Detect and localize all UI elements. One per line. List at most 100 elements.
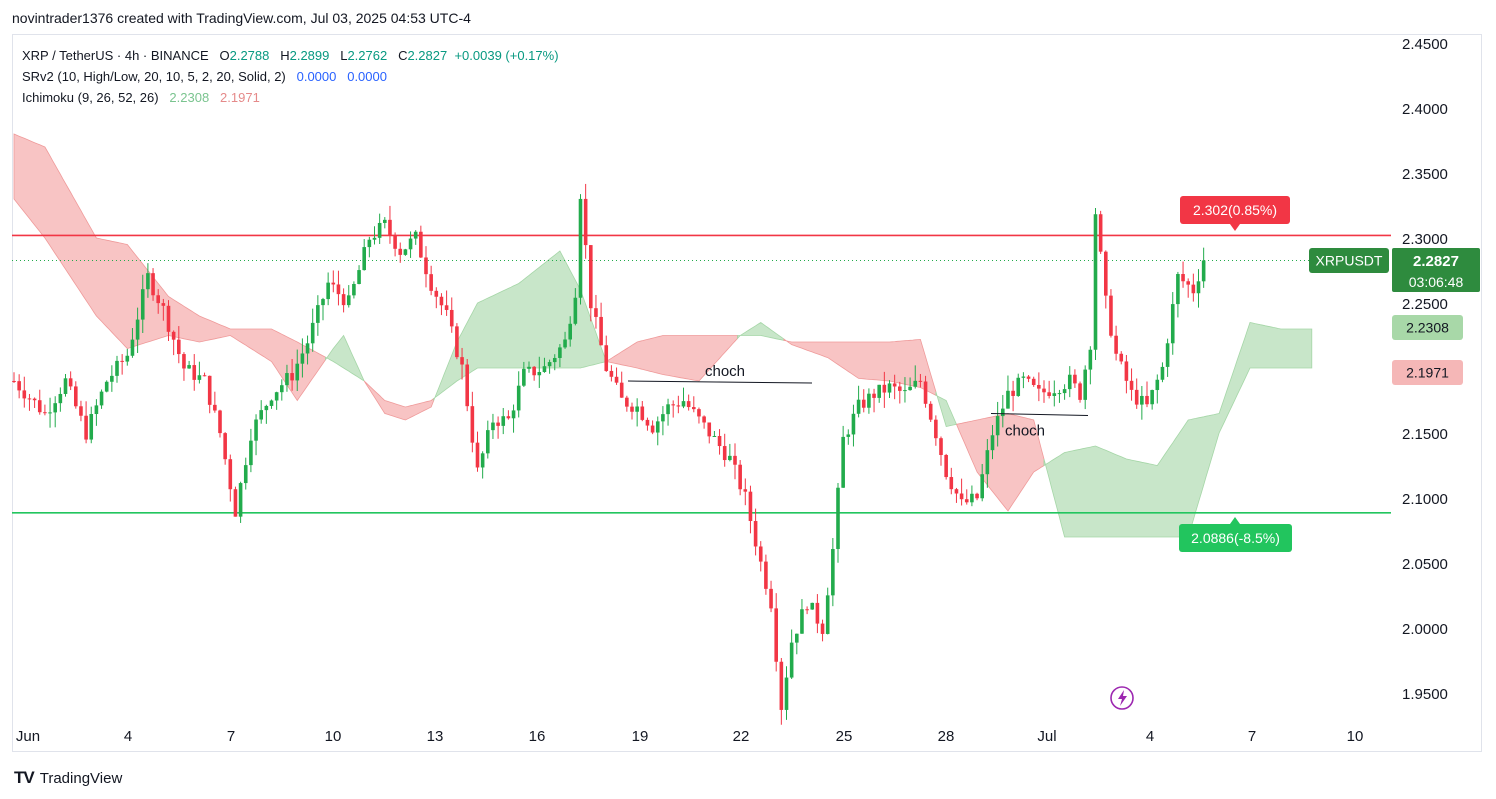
candle-body[interactable]	[115, 360, 119, 376]
candle-body[interactable]	[578, 198, 583, 298]
candle-body[interactable]	[254, 419, 258, 441]
candle-body[interactable]	[321, 299, 325, 306]
candle-body[interactable]	[74, 386, 78, 407]
candle-body[interactable]	[1031, 378, 1036, 385]
candle-body[interactable]	[290, 373, 294, 381]
candle-body[interactable]	[388, 219, 392, 235]
candle-body[interactable]	[223, 433, 227, 460]
candle-body[interactable]	[903, 390, 907, 392]
candle-body[interactable]	[815, 602, 820, 624]
candle-body[interactable]	[655, 421, 660, 433]
candle-body[interactable]	[527, 366, 531, 369]
candle-body[interactable]	[156, 295, 160, 304]
candle-body[interactable]	[89, 414, 94, 440]
candle-body[interactable]	[357, 270, 361, 284]
candle-body[interactable]	[934, 419, 938, 439]
candle-body[interactable]	[908, 386, 912, 391]
candle-body[interactable]	[928, 403, 933, 420]
candle-body[interactable]	[774, 608, 778, 662]
candle-body[interactable]	[1026, 376, 1031, 379]
candle-body[interactable]	[58, 393, 63, 404]
candle-body[interactable]	[589, 245, 593, 309]
candle-body[interactable]	[166, 305, 171, 332]
candle-body[interactable]	[676, 405, 681, 407]
candle-body[interactable]	[1088, 349, 1093, 370]
candle-body[interactable]	[310, 322, 315, 344]
candle-body[interactable]	[779, 661, 784, 710]
candle-body[interactable]	[506, 416, 511, 419]
candle-body[interactable]	[419, 231, 423, 258]
candle-body[interactable]	[43, 412, 47, 414]
tradingview-footer[interactable]: TV TradingView	[14, 768, 122, 788]
candle-body[interactable]	[789, 642, 794, 678]
candle-body[interactable]	[918, 380, 923, 382]
candle-body[interactable]	[1134, 389, 1139, 405]
candle-body[interactable]	[104, 381, 109, 392]
candle-body[interactable]	[37, 400, 42, 413]
candle-body[interactable]	[1042, 388, 1046, 393]
candle-body[interactable]	[944, 454, 948, 478]
candle-body[interactable]	[1140, 395, 1144, 405]
candle-body[interactable]	[516, 385, 521, 411]
candle-body[interactable]	[558, 347, 562, 358]
candle-body[interactable]	[259, 410, 263, 420]
candle-body[interactable]	[218, 410, 222, 434]
srv2-legend-row[interactable]: SRv2 (10, High/Low, 20, 10, 5, 2, 20, So…	[22, 66, 559, 87]
candle-body[interactable]	[207, 375, 212, 405]
candle-body[interactable]	[1165, 343, 1170, 367]
candle-body[interactable]	[377, 222, 382, 238]
candle-body[interactable]	[831, 549, 835, 596]
candle-body[interactable]	[959, 493, 964, 500]
candle-body[interactable]	[1104, 251, 1108, 296]
candle-body[interactable]	[1083, 369, 1087, 400]
candle-body[interactable]	[424, 257, 428, 275]
candle-body[interactable]	[470, 406, 475, 443]
candle-body[interactable]	[135, 319, 140, 340]
candle-body[interactable]	[898, 386, 902, 391]
candle-body[interactable]	[249, 440, 253, 466]
candle-body[interactable]	[717, 435, 722, 447]
ichimoku-legend-row[interactable]: Ichimoku (9, 26, 52, 26) 2.2308 2.1971	[22, 87, 559, 108]
candle-body[interactable]	[480, 453, 485, 468]
candle-body[interactable]	[640, 406, 645, 420]
candle-body[interactable]	[990, 435, 995, 451]
candle-body[interactable]	[53, 403, 57, 413]
candle-body[interactable]	[63, 378, 68, 394]
candle-body[interactable]	[233, 489, 238, 517]
candle-body[interactable]	[341, 294, 346, 306]
candle-body[interactable]	[985, 450, 990, 475]
candle-body[interactable]	[1016, 377, 1021, 396]
candle-body[interactable]	[887, 383, 892, 393]
candle-body[interactable]	[475, 442, 480, 468]
candle-body[interactable]	[1006, 390, 1010, 409]
candle-body[interactable]	[1155, 379, 1160, 391]
candle-body[interactable]	[609, 370, 614, 377]
candle-body[interactable]	[1067, 374, 1072, 390]
candle-body[interactable]	[182, 354, 186, 369]
candle-body[interactable]	[1129, 380, 1134, 390]
candle-body[interactable]	[326, 282, 330, 300]
candle-body[interactable]	[413, 231, 418, 239]
candle-body[interactable]	[537, 372, 542, 376]
candle-body[interactable]	[1037, 384, 1041, 389]
candle-body[interactable]	[140, 289, 145, 320]
candle-body[interactable]	[511, 410, 516, 419]
candle-body[interactable]	[650, 425, 655, 433]
candle-body[interactable]	[367, 239, 372, 248]
candle-body[interactable]	[913, 380, 918, 387]
candle-body[interactable]	[1011, 390, 1015, 396]
candle-body[interactable]	[712, 435, 717, 437]
lightning-icon[interactable]	[1110, 686, 1134, 710]
candle-body[interactable]	[625, 397, 629, 407]
candle-body[interactable]	[851, 413, 856, 435]
candle-body[interactable]	[975, 493, 979, 499]
candle-body[interactable]	[836, 487, 840, 550]
candle-body[interactable]	[697, 409, 701, 417]
candle-body[interactable]	[1052, 393, 1057, 396]
candle-body[interactable]	[614, 376, 619, 383]
candle-body[interactable]	[800, 609, 804, 634]
candle-body[interactable]	[1114, 335, 1118, 354]
candle-body[interactable]	[151, 273, 155, 296]
candle-body[interactable]	[455, 326, 459, 358]
